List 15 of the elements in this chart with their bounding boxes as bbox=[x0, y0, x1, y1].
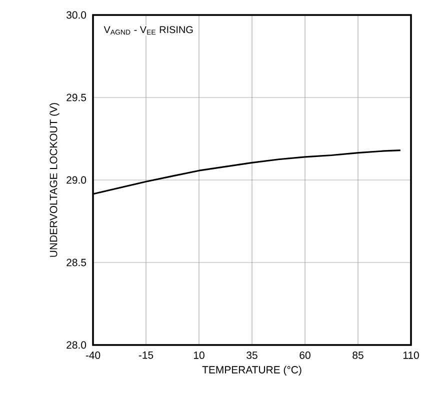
x-tick-label: -15 bbox=[138, 352, 154, 359]
y-tick-label: 29.5 bbox=[66, 94, 86, 102]
y-tick-label: 30.0 bbox=[66, 11, 86, 19]
x-axis-title: TEMPERATURE (°C) bbox=[202, 366, 302, 376]
x-tick-label: 10 bbox=[194, 352, 204, 359]
y-tick-label: 28.5 bbox=[66, 258, 86, 266]
y-axis-title: UNDERVOLTAGE LOCKOUT (V) bbox=[50, 103, 60, 257]
x-tick-label: 110 bbox=[403, 352, 419, 359]
y-tick-label: 29.0 bbox=[66, 176, 86, 184]
annotation: V$_{AGND}$ - V$_{EE}$ RISING bbox=[104, 26, 193, 35]
x-tick-label: 85 bbox=[352, 352, 364, 359]
y-tick-label: 28.0 bbox=[66, 341, 86, 349]
x-tick-label: -40 bbox=[86, 352, 100, 359]
x-tick-label: 35 bbox=[246, 352, 258, 359]
x-tick-label: 60 bbox=[300, 352, 310, 359]
